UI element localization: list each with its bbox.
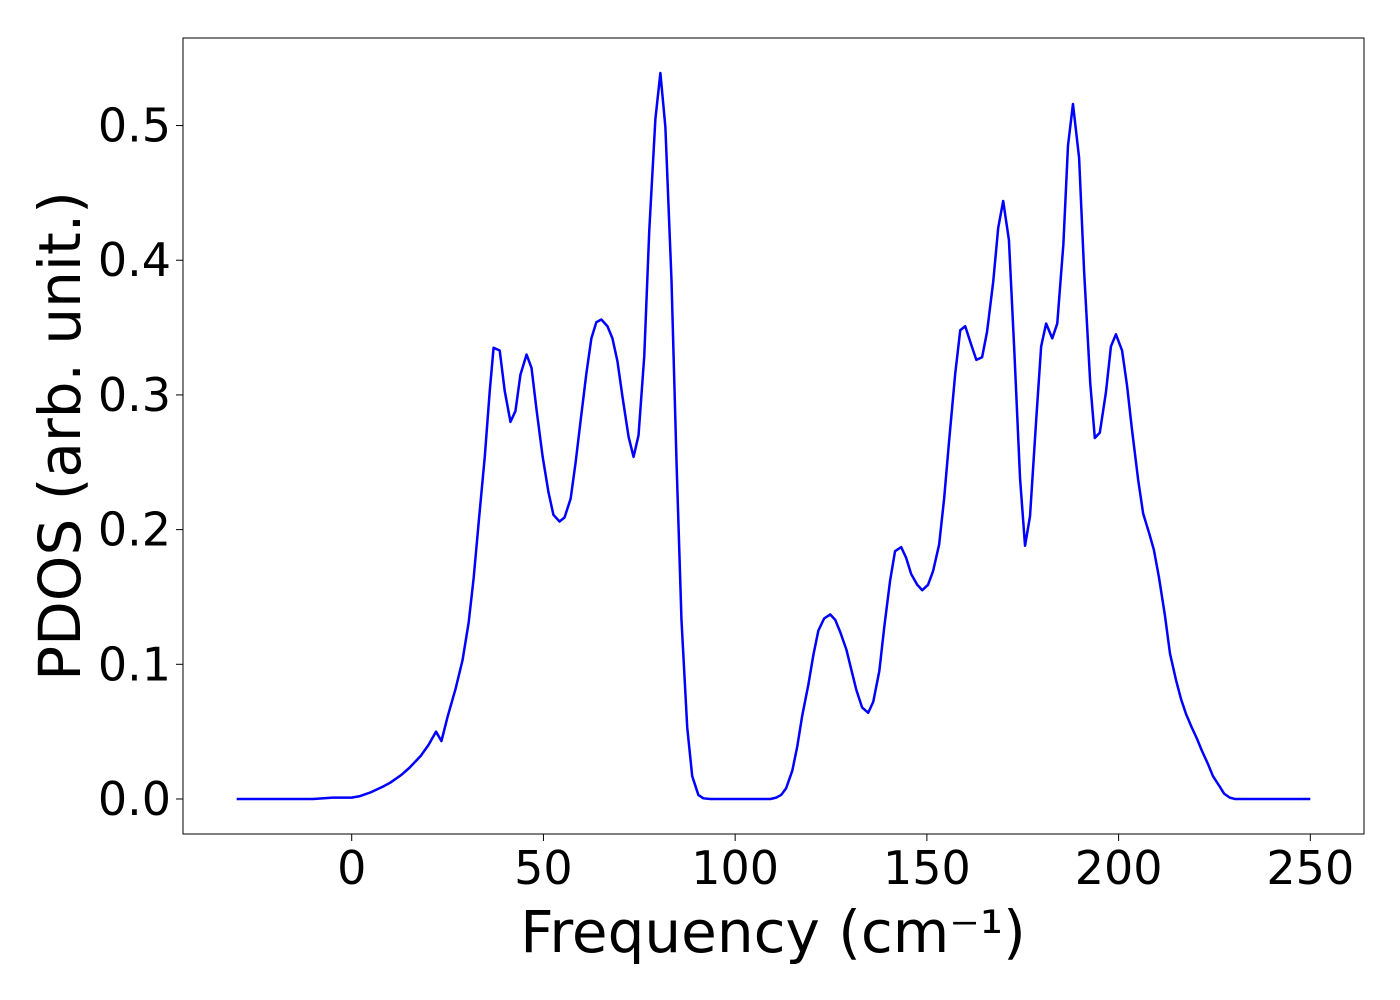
y-tick-label: 0.0 [98, 772, 171, 826]
x-axis-label: Frequency (cm⁻¹) [520, 898, 1026, 966]
y-tick-label: 0.1 [98, 637, 171, 691]
line [236, 71, 1311, 801]
x-tick-label: 100 [691, 841, 779, 895]
plot-frame [182, 37, 1365, 835]
x-tick-label: 50 [514, 841, 573, 895]
x-tick-label: 0 [337, 841, 366, 895]
y-tick-label: 0.5 [98, 99, 171, 153]
y-tick-label: 0.3 [98, 368, 171, 422]
x-tick-label: 200 [1075, 841, 1163, 895]
y-tick-label: 0.2 [98, 503, 171, 557]
x-tick-label: 150 [883, 841, 971, 895]
y-tick-label: 0.4 [98, 233, 171, 287]
y-axis-label: PDOS (arb. unit.) [26, 191, 94, 681]
x-tick-label: 250 [1266, 841, 1354, 895]
